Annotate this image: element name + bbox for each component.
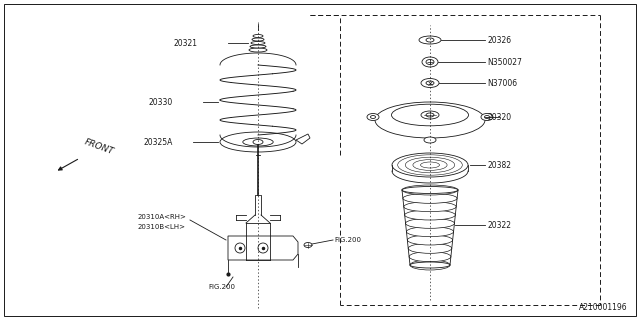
Text: 20322: 20322 xyxy=(487,220,511,229)
Ellipse shape xyxy=(406,227,454,237)
Ellipse shape xyxy=(406,218,454,228)
Ellipse shape xyxy=(249,48,267,52)
Ellipse shape xyxy=(404,202,456,212)
Ellipse shape xyxy=(409,252,451,262)
Text: A210001196: A210001196 xyxy=(579,303,628,312)
Text: 20330: 20330 xyxy=(148,98,172,107)
Ellipse shape xyxy=(304,243,312,247)
Ellipse shape xyxy=(253,140,263,145)
Ellipse shape xyxy=(250,45,266,48)
Circle shape xyxy=(258,243,268,253)
Text: 20326: 20326 xyxy=(487,36,511,44)
Text: N37006: N37006 xyxy=(487,78,517,87)
Text: 20310B<LH>: 20310B<LH> xyxy=(138,224,186,230)
Ellipse shape xyxy=(367,114,379,121)
Ellipse shape xyxy=(220,132,296,152)
Ellipse shape xyxy=(407,235,452,245)
Text: FIG.200: FIG.200 xyxy=(334,237,361,243)
Text: 20382: 20382 xyxy=(487,161,511,170)
Ellipse shape xyxy=(375,102,485,138)
Ellipse shape xyxy=(243,138,273,146)
Ellipse shape xyxy=(392,153,468,177)
Text: 20310A<RH>: 20310A<RH> xyxy=(138,214,187,220)
Text: 20321: 20321 xyxy=(173,38,197,47)
Ellipse shape xyxy=(408,243,452,253)
Ellipse shape xyxy=(413,160,447,171)
Circle shape xyxy=(235,243,245,253)
Ellipse shape xyxy=(422,57,438,67)
Ellipse shape xyxy=(420,162,440,168)
Text: FIG.200: FIG.200 xyxy=(208,284,235,290)
Ellipse shape xyxy=(410,260,450,270)
Ellipse shape xyxy=(421,111,439,119)
Ellipse shape xyxy=(251,42,265,44)
Ellipse shape xyxy=(484,116,490,118)
Ellipse shape xyxy=(253,35,263,37)
Ellipse shape xyxy=(402,185,458,195)
Ellipse shape xyxy=(252,38,264,41)
Ellipse shape xyxy=(402,187,458,194)
Ellipse shape xyxy=(426,60,434,65)
Text: 20325A: 20325A xyxy=(143,138,172,147)
Ellipse shape xyxy=(403,193,457,203)
Ellipse shape xyxy=(371,116,376,118)
Ellipse shape xyxy=(404,210,455,220)
Ellipse shape xyxy=(426,38,434,42)
Ellipse shape xyxy=(410,262,450,268)
Ellipse shape xyxy=(426,113,434,117)
Text: 20320: 20320 xyxy=(487,113,511,122)
Text: N350027: N350027 xyxy=(487,58,522,67)
Text: FRONT: FRONT xyxy=(83,137,115,156)
Ellipse shape xyxy=(397,155,462,175)
Ellipse shape xyxy=(421,78,439,87)
Ellipse shape xyxy=(424,137,436,143)
Ellipse shape xyxy=(392,104,468,126)
Polygon shape xyxy=(296,134,310,144)
Ellipse shape xyxy=(405,157,454,173)
Ellipse shape xyxy=(426,81,434,85)
Ellipse shape xyxy=(481,114,493,121)
Ellipse shape xyxy=(419,36,441,44)
Polygon shape xyxy=(228,236,298,260)
